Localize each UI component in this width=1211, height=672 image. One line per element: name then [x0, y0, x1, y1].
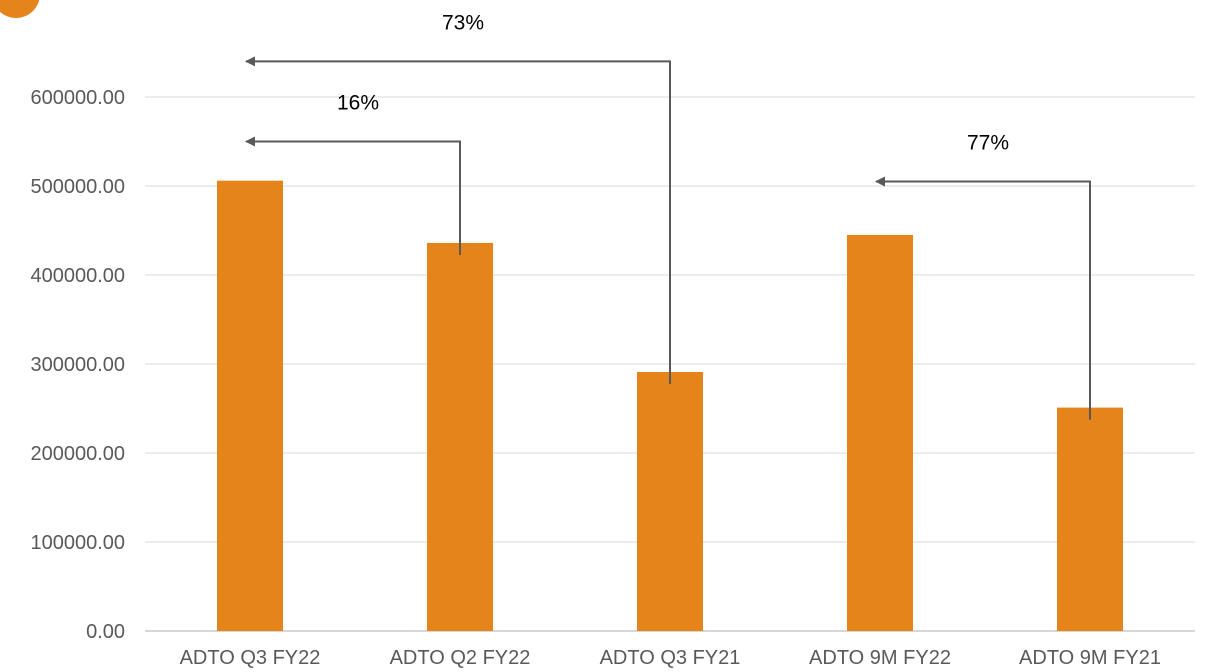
bar — [427, 242, 493, 631]
bars — [217, 180, 1123, 631]
growth-percent-label: 73% — [442, 11, 484, 34]
bar — [217, 180, 283, 631]
x-tick-label: ADTO 9M FY22 — [809, 647, 951, 669]
y-tick-label: 200000.00 — [30, 443, 125, 465]
x-tick-label: ADTO Q2 FY22 — [390, 647, 531, 669]
growth-percent-label: 16% — [337, 92, 379, 115]
y-tick-label: 100000.00 — [30, 532, 125, 554]
y-tick-label: 600000.00 — [30, 87, 125, 109]
x-axis-category-labels: ADTO Q3 FY22 ADTO Q2 FY22 ADTO Q3 FY21 ADTO… — [180, 647, 1161, 669]
bar — [1057, 407, 1123, 631]
bar — [847, 234, 913, 631]
bar — [637, 372, 703, 631]
x-tick-label: ADTO 9M FY21 — [1019, 647, 1161, 669]
x-tick-label: ADTO Q3 FY22 — [180, 647, 321, 669]
growth-arrow — [245, 56, 671, 385]
y-tick-label: 0.00 — [86, 621, 125, 643]
y-tick-label: 500000.00 — [30, 176, 125, 198]
y-axis-tick-labels: 0.00 100000.00 200000.00 300000.00 400000.00… — [30, 87, 125, 643]
annotation-arrows: 73% 16% 77% — [245, 11, 1091, 420]
x-tick-label: ADTO Q3 FY21 — [600, 647, 741, 669]
y-tick-label: 300000.00 — [30, 354, 125, 376]
growth-arrow — [875, 176, 1091, 420]
growth-arrow — [245, 136, 461, 255]
corner-badge-icon — [0, 0, 40, 18]
y-tick-label: 400000.00 — [30, 265, 125, 287]
growth-percent-label: 77% — [967, 132, 1009, 155]
